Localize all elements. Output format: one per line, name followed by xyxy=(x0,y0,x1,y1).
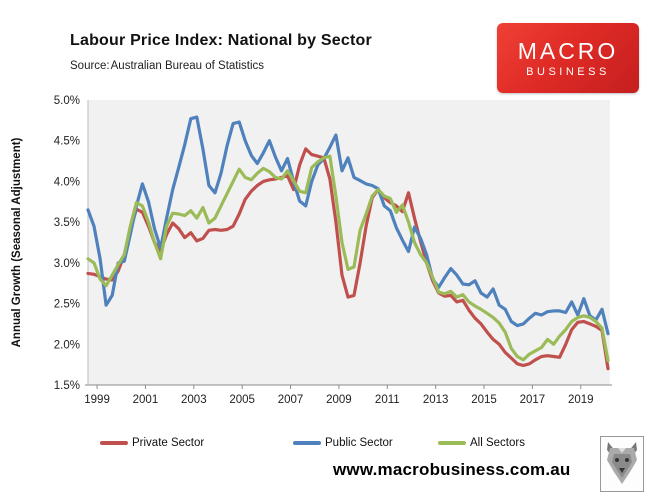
legend-swatch-private xyxy=(100,441,128,445)
line-chart: 1.5% 2.0% 2.5% 3.0% 3.5% 4.0% 4.5% 5.0% 1999 2001… xyxy=(11,95,612,406)
legend-item-all-sectors: All Sectors xyxy=(438,434,525,452)
logo-line1: MACRO xyxy=(517,37,619,64)
series-line-all-sectors xyxy=(86,154,610,363)
y-tick-label: 4.0% xyxy=(54,176,80,188)
legend-label-all: All Sectors xyxy=(470,437,525,449)
legend-swatch-public xyxy=(293,441,321,445)
y-axis-title: Annual Growth (Seasonal Adjustment) xyxy=(11,137,23,347)
series-line-private-sector xyxy=(86,147,610,371)
x-tick-label: 2007 xyxy=(278,394,304,406)
legend-item-public-sector: Public Sector xyxy=(293,434,393,452)
x-tick-label: 2003 xyxy=(181,394,207,406)
source-note: Source:Australian Bureau of Statistics xyxy=(70,60,264,72)
source-value: Australian Bureau of Statistics xyxy=(110,60,265,72)
series-line-public-sector xyxy=(86,115,610,336)
x-tick-label: 2019 xyxy=(568,394,594,406)
y-tick-label: 2.0% xyxy=(54,339,80,351)
logo-line2: BUSINESS xyxy=(526,65,610,78)
chart-legend: Private Sector Public Sector All Sectors xyxy=(0,434,656,454)
page-title: Labour Price Index: National by Sector xyxy=(70,32,372,49)
legend-label-public: Public Sector xyxy=(325,437,393,449)
y-tick-label: 2.5% xyxy=(54,299,80,311)
legend-label-private: Private Sector xyxy=(132,437,205,449)
x-tick-label: 2017 xyxy=(520,394,546,406)
x-tick-label: 2013 xyxy=(423,394,449,406)
wolf-icon xyxy=(607,442,637,484)
source-label: Source: xyxy=(70,60,110,72)
x-tick-label: 2001 xyxy=(133,394,159,406)
x-tick-label: 2005 xyxy=(229,394,255,406)
wolf-logo-icon xyxy=(600,436,644,492)
plot-area xyxy=(88,100,610,385)
x-tick-label: 2011 xyxy=(375,394,400,406)
legend-item-private-sector: Private Sector xyxy=(100,434,204,452)
y-tick-label: 3.5% xyxy=(54,217,80,229)
x-tick-label: 2015 xyxy=(471,394,497,406)
macrobusiness-logo: MACRO BUSINESS xyxy=(497,23,639,93)
website-url: www.macrobusiness.com.au xyxy=(333,460,571,479)
x-tick-label: 1999 xyxy=(84,394,110,406)
y-tick-label: 4.5% xyxy=(54,136,80,148)
legend-swatch-all xyxy=(438,441,466,445)
x-tick-label: 2009 xyxy=(326,394,352,406)
y-tick-label: 5.0% xyxy=(54,95,80,107)
y-tick-label: 1.5% xyxy=(54,380,80,392)
y-tick-label: 3.0% xyxy=(54,258,80,270)
